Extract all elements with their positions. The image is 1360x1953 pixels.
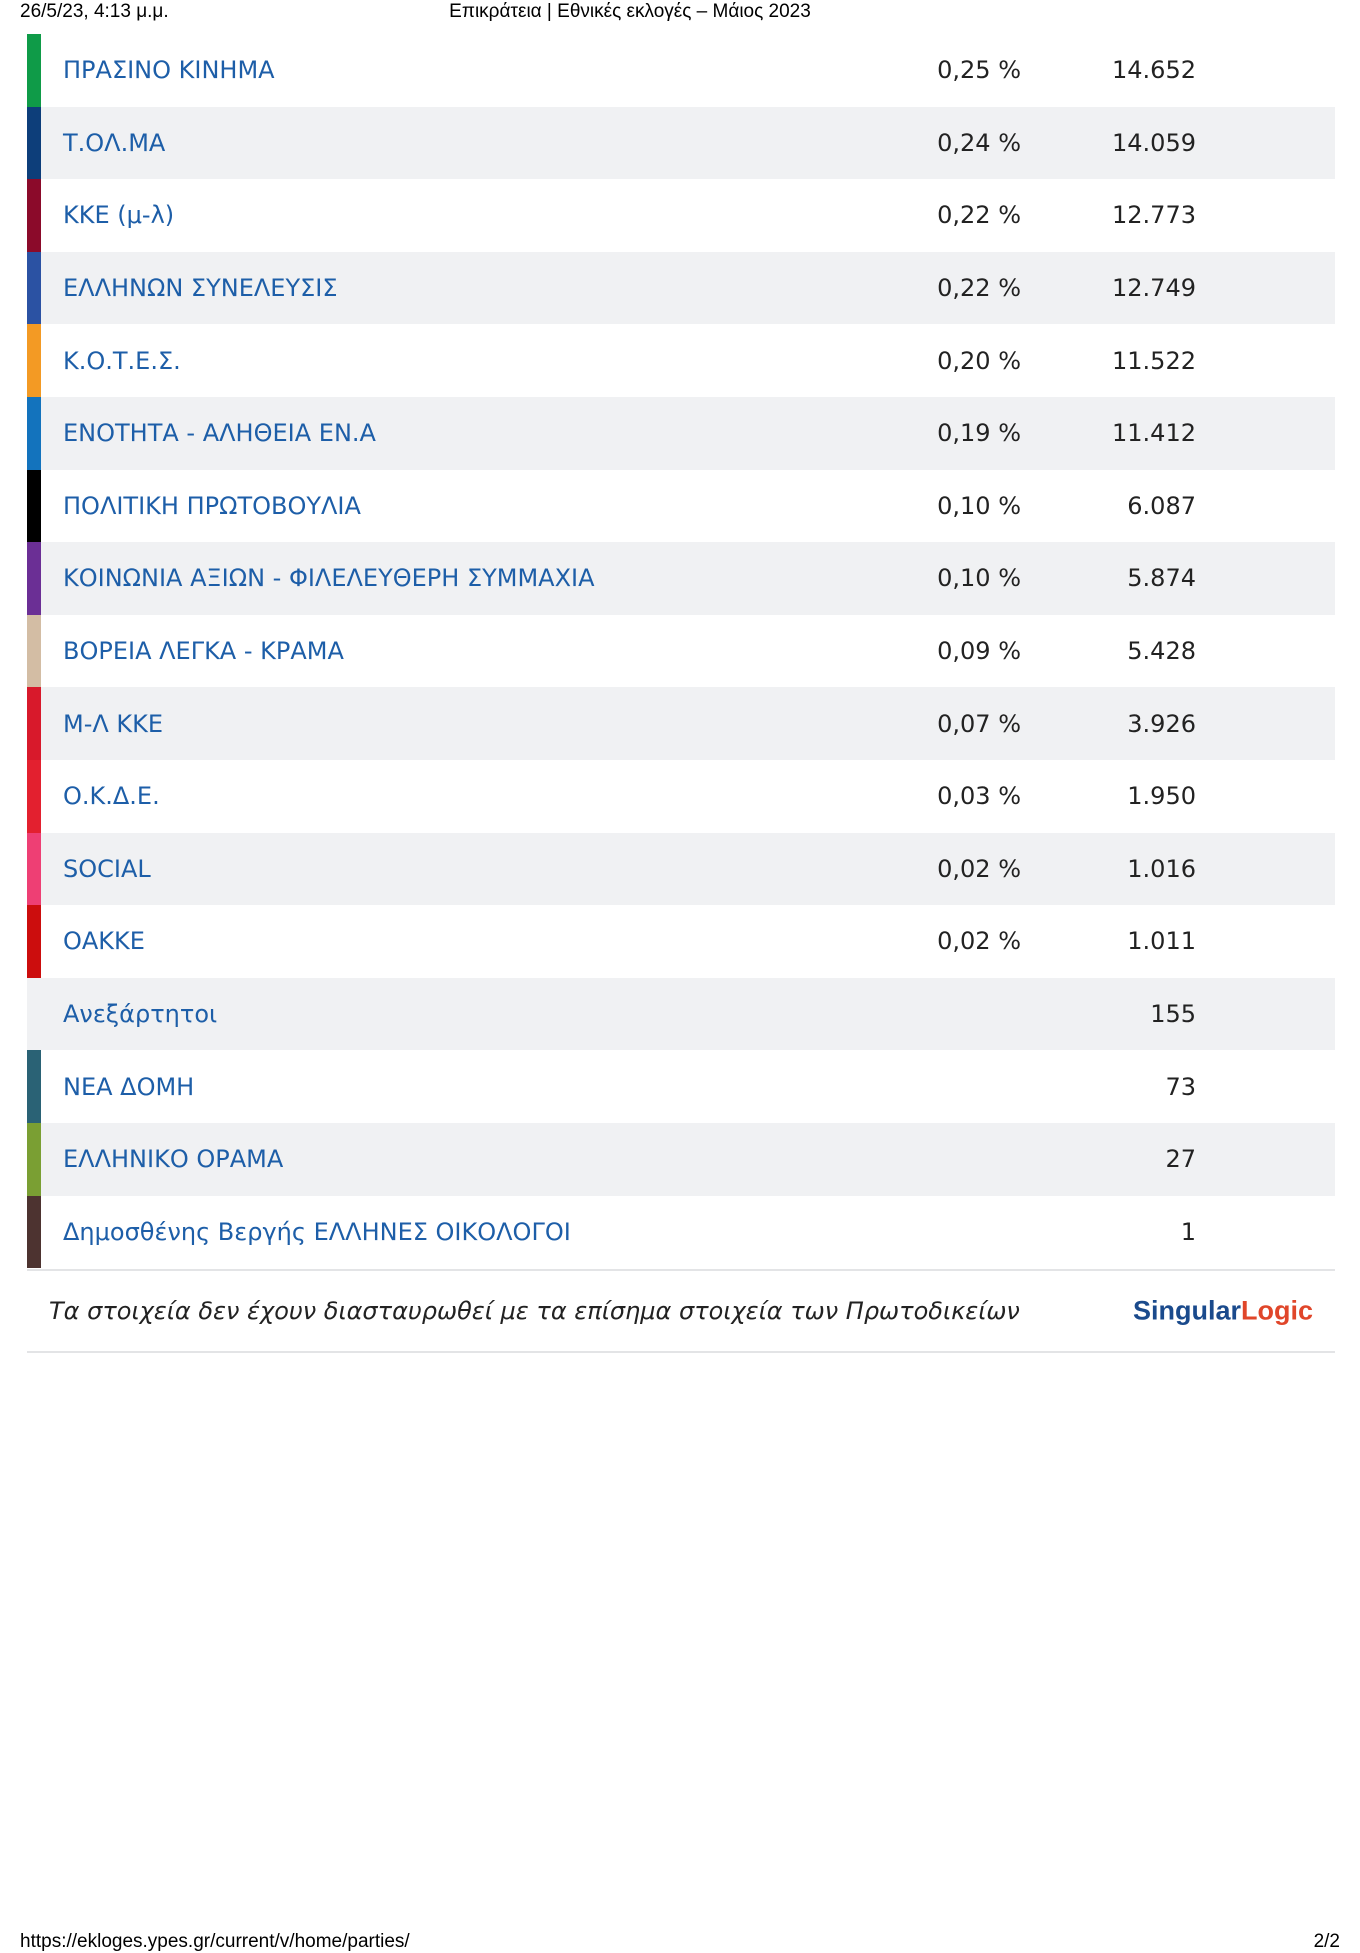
party-row: ΚΟΙΝΩΝΙΑ ΑΞΙΩΝ - ΦΙΛΕΛΕΥΘΕΡΗ ΣΥΜΜΑΧΙΑ 0,1… (27, 542, 1335, 615)
party-name: ΠΡΑΣΙΝΟ ΚΙΝΗΜΑ (63, 56, 275, 85)
party-name: Ανεξάρτητοι (63, 1000, 218, 1029)
percent: 0,22 % (937, 274, 1021, 303)
votes: 73 (1165, 1072, 1196, 1101)
print-title: Επικράτεια | Εθνικές εκλογές – Μάιος 202… (449, 1, 811, 22)
party-row: ΝΕΑ ΔΟΜΗ 73 (27, 1050, 1335, 1123)
votes: 1 (1180, 1217, 1196, 1246)
party-name: Κ.Ο.Τ.Ε.Σ. (63, 346, 181, 375)
party-color (27, 832, 41, 906)
party-color (27, 396, 41, 470)
party-color (27, 469, 41, 543)
votes: 1.011 (1127, 927, 1196, 956)
party-color (27, 687, 41, 760)
percent: 0,02 % (937, 854, 1021, 883)
percent: 0,20 % (937, 346, 1021, 375)
party-color (27, 324, 41, 397)
party-row: ΠΟΛΙΤΙΚΗ ΠΡΩΤΟΒΟΥΛΙΑ 0,10 % 6.087 (27, 469, 1335, 543)
percent: 0,22 % (937, 201, 1021, 230)
percent: 0,02 % (937, 927, 1021, 956)
votes: 11.522 (1112, 346, 1196, 375)
party-row: ΕΛΛΗΝΙΚΟ ΟΡΑΜΑ 27 (27, 1122, 1335, 1196)
party-name: ΠΟΛΙΤΙΚΗ ΠΡΩΤΟΒΟΥΛΙΑ (63, 491, 361, 520)
party-color (27, 106, 41, 180)
party-color (27, 251, 41, 325)
votes: 155 (1150, 1000, 1196, 1029)
logo: SingularLogic (1133, 1296, 1313, 1327)
party-color (27, 905, 41, 978)
print-url: https://ekloges.ypes.gr/current/v/home/p… (20, 1931, 410, 1952)
party-row: ΠΡΑΣΙΝΟ ΚΙΝΗΜΑ 0,25 % 14.652 (27, 34, 1335, 107)
party-name: ΕΛΛΗΝΙΚΟ ΟΡΑΜΑ (63, 1145, 284, 1174)
votes: 27 (1165, 1145, 1196, 1174)
party-color (27, 542, 41, 615)
logo-text: Singular (1132, 1295, 1241, 1326)
percent: 0,25 % (937, 56, 1021, 85)
party-name: ΚΟΙΝΩΝΙΑ ΑΞΙΩΝ - ΦΙΛΕΛΕΥΘΕΡΗ ΣΥΜΜΑΧΙΑ (63, 564, 595, 593)
percent: 0,07 % (937, 709, 1021, 738)
party-name: ΝΕΑ ΔΟΜΗ (63, 1072, 195, 1101)
party-row: ΒΟΡΕΙΑ ΛΕΓΚΑ - ΚΡΑΜΑ 0,09 % 5.428 (27, 614, 1335, 688)
party-color (27, 1122, 41, 1196)
party-name: ΕΝΟΤΗΤΑ - ΑΛΗΘΕΙΑ ΕΝ.Α (63, 419, 376, 448)
party-row: Δημοσθένης Βεργής ΕΛΛΗΝΕΣ ΟΙΚΟΛΟΓΟΙ 1 (27, 1195, 1335, 1269)
print-date: 26/5/23, 4:13 μ.μ. (20, 1, 169, 22)
party-row: Μ-Λ ΚΚΕ 0,07 % 3.926 (27, 687, 1335, 760)
results-table: ΠΡΑΣΙΝΟ ΚΙΝΗΜΑ 0,25 % 14.652 Τ.ΟΛ.ΜΑ 0,24 % 1… (27, 34, 1335, 1269)
party-color (27, 1195, 41, 1269)
votes: 12.773 (1112, 201, 1196, 230)
party-name: Δημοσθένης Βεργής ΕΛΛΗΝΕΣ ΟΙΚΟΛΟΓΟΙ (63, 1217, 571, 1246)
party-color (27, 759, 41, 833)
votes: 3.926 (1127, 709, 1196, 738)
party-row: ΕΝΟΤΗΤΑ - ΑΛΗΘΕΙΑ ΕΝ.Α 0,19 % 11.412 (27, 396, 1335, 470)
party-color (27, 34, 41, 107)
party-name: Τ.ΟΛ.ΜΑ (63, 128, 166, 157)
party-row: Κ.Ο.Τ.Ε.Σ. 0,20 % 11.522 (27, 324, 1335, 397)
percent: 0,19 % (937, 419, 1021, 448)
percent: 0,24 % (937, 128, 1021, 157)
party-row: Ανεξάρτητοι 155 (27, 977, 1335, 1051)
party-name: Μ-Λ ΚΚΕ (63, 709, 164, 738)
party-row: Ο.Κ.Δ.Ε. 0,03 % 1.950 (27, 759, 1335, 833)
percent: 0,03 % (937, 782, 1021, 811)
party-row: ΕΛΛΗΝΩΝ ΣΥΝΕΛΕΥΣΙΣ 0,22 % 12.749 (27, 251, 1335, 325)
party-name: SOCIAL (63, 854, 151, 883)
party-name: ΒΟΡΕΙΑ ΛΕΓΚΑ - ΚΡΑΜΑ (63, 637, 344, 666)
votes: 1.016 (1127, 854, 1196, 883)
votes: 14.652 (1112, 56, 1196, 85)
percent: 0,09 % (937, 637, 1021, 666)
votes: 5.874 (1127, 564, 1196, 593)
table-footer: Τα στοιχεία δεν έχουν διασταυρωθεί με τα… (27, 1269, 1335, 1353)
party-name: ΕΛΛΗΝΩΝ ΣΥΝΕΛΕΥΣΙΣ (63, 274, 338, 303)
votes: 11.412 (1112, 419, 1196, 448)
votes: 14.059 (1112, 128, 1196, 157)
party-row: SOCIAL 0,02 % 1.016 (27, 832, 1335, 906)
party-name: ΟΑΚΚΕ (63, 927, 145, 956)
page-number: 2/2 (1313, 1931, 1340, 1952)
party-row: Τ.ΟΛ.ΜΑ 0,24 % 14.059 (27, 106, 1335, 180)
percent: 0,10 % (937, 491, 1021, 520)
votes: 12.749 (1112, 274, 1196, 303)
logo-text: Logic (1241, 1295, 1313, 1326)
party-color (27, 614, 41, 688)
disclaimer: Τα στοιχεία δεν έχουν διασταυρωθεί με τα… (49, 1297, 1020, 1325)
votes: 5.428 (1127, 637, 1196, 666)
party-name: ΚΚΕ (μ-λ) (63, 201, 175, 230)
party-row: ΟΑΚΚΕ 0,02 % 1.011 (27, 905, 1335, 978)
party-color (27, 1050, 41, 1123)
party-color (27, 179, 41, 252)
votes: 6.087 (1127, 491, 1196, 520)
votes: 1.950 (1127, 782, 1196, 811)
party-row: ΚΚΕ (μ-λ) 0,22 % 12.773 (27, 179, 1335, 252)
percent: 0,10 % (937, 564, 1021, 593)
party-name: Ο.Κ.Δ.Ε. (63, 782, 160, 811)
